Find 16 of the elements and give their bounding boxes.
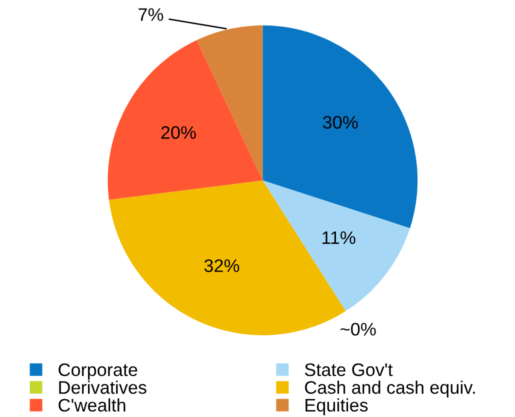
data-label: 7%: [138, 8, 164, 21]
legend-label: Equities: [306, 398, 368, 416]
pie-slice: [196, 25, 263, 180]
pie-slice: [262, 25, 418, 228]
data-label: 32%: [204, 259, 240, 272]
legend-label: Corporate: [58, 363, 138, 380]
legend-label: Cash and cash equiv.: [305, 380, 475, 398]
data-label: 30%: [322, 116, 358, 129]
data-label: 20%: [161, 126, 196, 139]
text: ~0%: [340, 322, 376, 336]
legend-label: State Gov't: [304, 363, 393, 376]
data-label: 11%: [322, 231, 356, 244]
pie-slice: [108, 40, 263, 200]
legend-label: C'wealth: [58, 398, 126, 412]
legend-label: Derivatives: [59, 380, 146, 394]
pie-slice: [262, 180, 410, 312]
